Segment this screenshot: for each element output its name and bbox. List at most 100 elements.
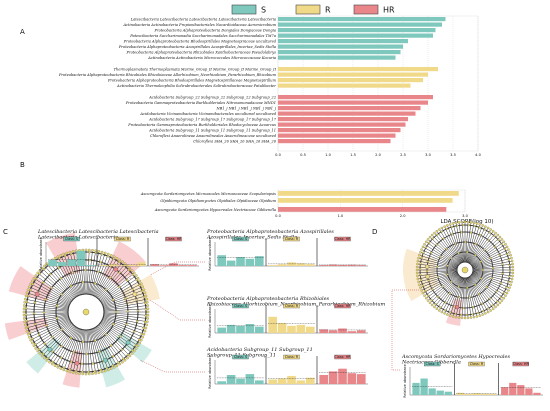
clade-branch: [458, 277, 465, 318]
clade-node: [53, 257, 57, 260]
clade-node: [433, 305, 436, 309]
inset-bar: [306, 326, 315, 333]
inset-bar: [245, 324, 255, 333]
clade-node: [440, 310, 444, 314]
inset-bar: [48, 259, 57, 266]
clade-node: [454, 312, 457, 316]
inset-bar: [277, 323, 287, 333]
clade-branch: [467, 277, 483, 315]
clade-branch: [87, 250, 93, 295]
clade-node: [81, 372, 85, 376]
clade-node: [34, 347, 38, 350]
clade-branch: [96, 326, 123, 363]
inset-bar: [420, 378, 428, 395]
clade-node: [48, 273, 52, 276]
clade-root: [461, 266, 469, 274]
clade-node: [112, 255, 116, 259]
clade-node: [74, 369, 78, 373]
clade-node: [34, 274, 38, 277]
clade-node: [491, 266, 495, 270]
clade-node: [25, 291, 29, 295]
clade-node: [144, 326, 148, 330]
clade-node: [511, 262, 514, 266]
clade-node: [430, 299, 433, 302]
inset-bar: [127, 264, 137, 266]
clade-node: [24, 326, 28, 330]
lda-bar: [278, 33, 433, 38]
clade-branch: [96, 261, 123, 298]
inset-bar: [226, 324, 236, 333]
clade-branch: [467, 277, 481, 316]
clade-node: [440, 230, 443, 233]
inset-class-label: Class: HR: [334, 237, 351, 241]
clade-node: [424, 289, 427, 292]
inset-bar: [456, 392, 464, 395]
clade-node: [492, 307, 495, 311]
clade-node: [472, 315, 476, 319]
clade-branch: [41, 324, 74, 357]
clade-node: [142, 288, 146, 292]
clade-branch: [97, 265, 128, 299]
clade-node: [106, 368, 110, 372]
clade-branch: [89, 329, 100, 373]
clade-node: [428, 241, 431, 244]
bar-label: Chloroflexi SHA_26 SHA_26 SHA_26 SHA_26: [193, 140, 276, 144]
clade-branch: [102, 318, 144, 335]
inset-bar: [472, 393, 481, 395]
x-tick-label: 3.0: [425, 153, 431, 157]
lda-bar: [278, 139, 391, 144]
inset-bar: [357, 374, 366, 384]
inset-bar: [236, 257, 245, 266]
clade-node: [475, 222, 479, 225]
clade-node: [134, 347, 138, 350]
inset-bar: [533, 392, 541, 395]
clade-node: [450, 280, 453, 284]
clade-node: [71, 250, 75, 253]
clade-branch: [417, 266, 458, 270]
clade-node: [24, 307, 28, 310]
clade-branch: [429, 236, 460, 265]
clade-node: [114, 310, 118, 314]
clade-node: [38, 272, 41, 275]
clade-node: [43, 342, 46, 345]
inset-bar: [188, 265, 197, 266]
clade-node: [94, 339, 97, 342]
clade-branch: [417, 270, 458, 274]
connector-line: [149, 299, 205, 321]
clade-node: [80, 362, 84, 366]
clade-branch: [103, 308, 148, 312]
clade-branch: [90, 252, 103, 295]
bar-label: Actinobacteria Thermoleophilia Solirubro…: [116, 84, 276, 88]
inset-title: Proteobacteria Alphaproteobacteria Azosp…: [206, 229, 334, 235]
clade-node: [478, 314, 482, 317]
clade-branch: [468, 226, 486, 263]
clade-node: [142, 295, 146, 299]
lda-bar: [278, 83, 411, 88]
lda-bar: [278, 22, 442, 27]
clade-branch: [66, 329, 81, 372]
inset-title: Acidobacteria Subgroup_11 Subgroup_11: [206, 347, 313, 353]
clade-branch: [466, 223, 478, 263]
clade-branch: [424, 274, 459, 296]
clade-marked-node: [132, 291, 138, 297]
clade-branch: [103, 292, 146, 307]
clade-node: [466, 220, 470, 224]
clade-node: [421, 291, 425, 295]
clade-node: [116, 361, 120, 364]
inset-bar: [67, 259, 76, 266]
clade-node: [423, 243, 426, 246]
x-tick-label: 2.5: [400, 153, 406, 157]
clade-node: [499, 296, 502, 299]
legend-swatch-hr: [353, 4, 379, 15]
clade-node: [29, 288, 32, 292]
clade-node: [135, 278, 138, 282]
clade-branch: [417, 260, 458, 269]
inset-bar: [357, 265, 366, 266]
clade-node: [103, 251, 107, 255]
clade-node: [416, 262, 419, 266]
clade-node: [115, 364, 119, 367]
clade-branch: [99, 272, 135, 301]
clade-node: [511, 271, 515, 275]
legend: S R HR: [231, 4, 395, 15]
clade-node: [146, 313, 150, 317]
